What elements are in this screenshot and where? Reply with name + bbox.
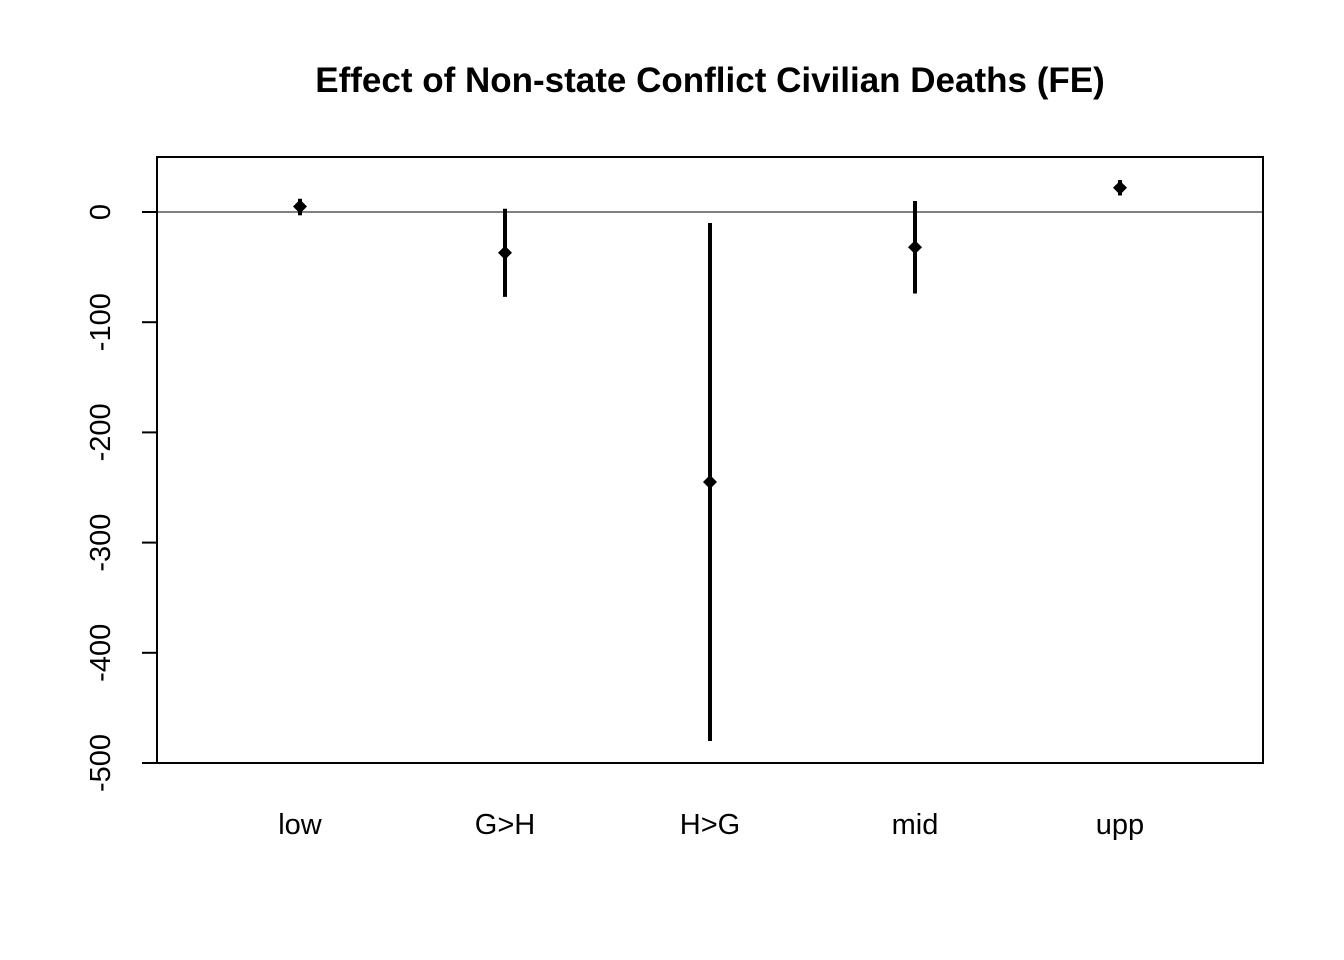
- x-tick-label: G>H: [475, 809, 535, 841]
- x-tick-label: upp: [1096, 809, 1144, 841]
- y-tick-label: -300: [85, 514, 117, 572]
- x-tick-label: H>G: [680, 809, 740, 841]
- y-tick-label: 0: [85, 204, 117, 220]
- estimate-point: [498, 245, 512, 260]
- plot-area: 0 -100 -200 -300 -400 -500 low G>H H>G mid upp: [85, 156, 1264, 841]
- estimate-point: [703, 474, 717, 489]
- estimate-point: [1113, 180, 1127, 195]
- y-tick-label: -400: [85, 624, 117, 682]
- y-tick-label: -200: [85, 403, 117, 461]
- y-tick-label: -500: [85, 734, 117, 792]
- x-tick-label: mid: [892, 809, 939, 841]
- y-tick-label: -100: [85, 293, 117, 351]
- estimate-point: [908, 240, 922, 255]
- estimate-point: [293, 199, 307, 214]
- x-tick-label: low: [278, 809, 323, 841]
- chart-title: Effect of Non-state Conflict Civilian De…: [315, 61, 1105, 100]
